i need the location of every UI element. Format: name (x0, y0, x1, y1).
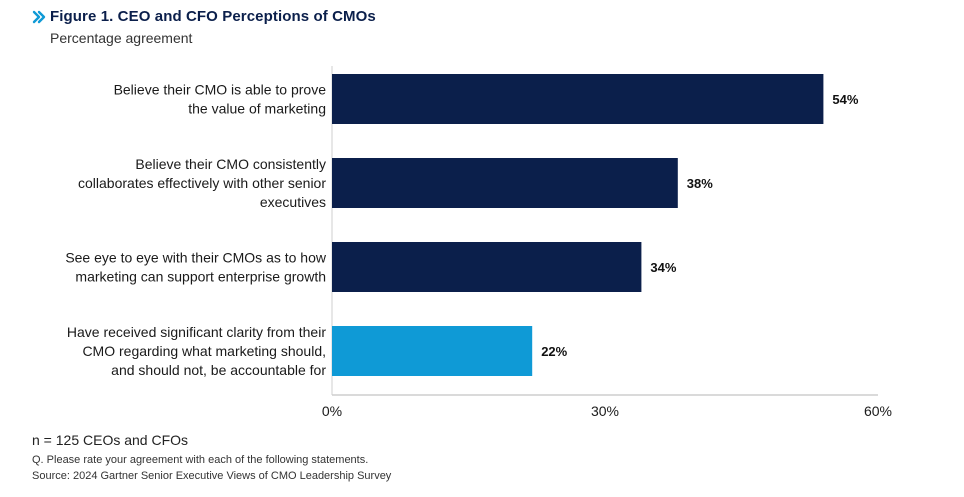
category-label: collaborates effectively with other seni… (78, 175, 326, 191)
chart-subtitle: Percentage agreement (50, 30, 193, 46)
data-label: 38% (687, 176, 713, 191)
data-label: 34% (650, 260, 676, 275)
source-note: Source: 2024 Gartner Senior Executive Vi… (32, 470, 392, 482)
x-tick-label: 60% (864, 403, 892, 419)
data-label: 54% (832, 92, 858, 107)
category-label: executives (260, 194, 326, 210)
title-row: Figure 1. CEO and CFO Perceptions of CMO… (32, 8, 376, 25)
category-label: and should not, be accountable for (111, 362, 326, 378)
category-label: See eye to eye with their CMOs as to how (65, 250, 327, 266)
chart-footer: n = 125 CEOs and CFOs Q. Please rate you… (32, 432, 391, 484)
chart-header: Figure 1. CEO and CFO Perceptions of CMO… (32, 8, 376, 46)
bar (332, 158, 678, 208)
double-chevron-right-icon (32, 10, 46, 23)
x-tick-label: 30% (591, 403, 619, 419)
category-label: Believe their CMO is able to prove (114, 82, 327, 98)
sample-size-note: n = 125 CEOs and CFOs (32, 432, 189, 448)
survey-question: Q. Please rate your agreement with each … (32, 454, 369, 466)
category-label: Have received significant clarity from t… (67, 324, 326, 340)
category-label: marketing can support enterprise growth (75, 269, 326, 285)
data-label: 22% (541, 344, 567, 359)
bar (332, 326, 533, 376)
category-label: the value of marketing (188, 101, 326, 117)
category-label: Believe their CMO consistently (135, 156, 326, 172)
bar (332, 242, 642, 292)
x-tick-label: 0% (322, 403, 342, 419)
bar (332, 74, 824, 124)
category-label: CMO regarding what marketing should, (82, 343, 326, 359)
chart-title: Figure 1. CEO and CFO Perceptions of CMO… (50, 8, 376, 25)
